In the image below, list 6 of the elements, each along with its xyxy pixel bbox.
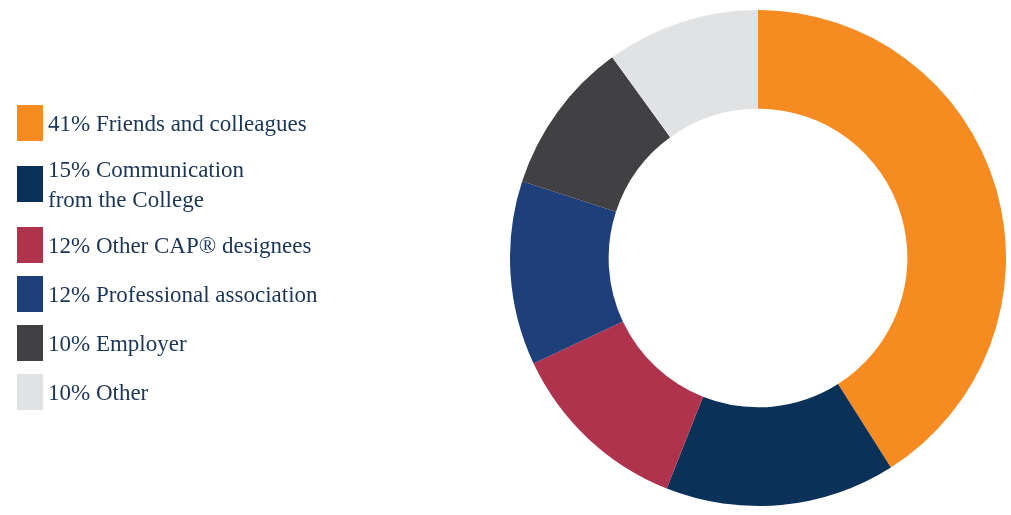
- legend-label: 12% Professional association: [48, 281, 319, 307]
- legend-label: 15% Communication from the College: [48, 156, 245, 212]
- legend-label: 12% Other CAP® designees: [48, 232, 312, 258]
- legend-label: 10% Employer: [48, 330, 187, 356]
- legend-label: 10% Other: [48, 379, 149, 405]
- legend-label: 41% Friends and colleagues: [48, 110, 307, 136]
